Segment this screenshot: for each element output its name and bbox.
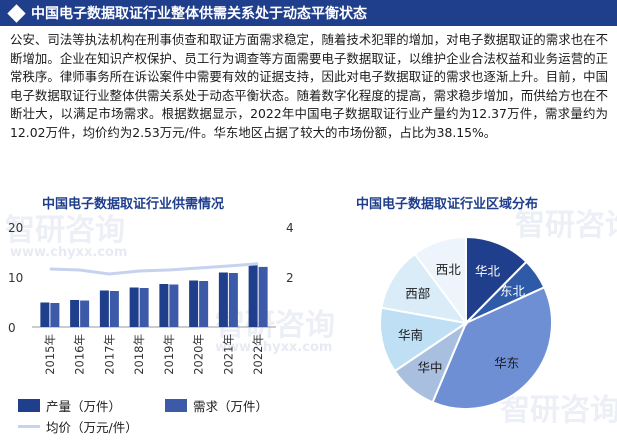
- pie-label: 华南: [398, 328, 423, 343]
- legend-swatch: [18, 399, 40, 412]
- bar-production: [189, 280, 199, 327]
- page-title: 中国电子数据取证行业整体供需关系处于动态平衡状态: [31, 6, 367, 22]
- pie-slice: [465, 235, 528, 326]
- x-axis-tick: 2018年: [132, 334, 146, 375]
- bar-production: [248, 265, 258, 327]
- bar-production: [218, 272, 228, 327]
- bar-demand: [258, 266, 268, 327]
- pie-slice: [431, 286, 553, 410]
- bar-demand: [109, 291, 119, 327]
- bar-chart-title: 中国电子数据取证行业供需情况: [42, 197, 225, 212]
- pie-label: 西部: [405, 286, 430, 301]
- legend-item-production: 产量（万件）: [18, 396, 121, 415]
- bar-production: [40, 302, 50, 327]
- bar-demand: [169, 284, 179, 327]
- legend-item-price: 均价（万元/件）: [18, 417, 138, 436]
- bar-production: [129, 287, 139, 327]
- left-axis-tick: 0: [8, 321, 16, 335]
- x-axis-tick: 2022年: [251, 334, 265, 375]
- bar-production: [70, 300, 80, 327]
- bar-demand: [80, 300, 90, 327]
- bar-production: [159, 284, 169, 327]
- pie-slice: [380, 252, 469, 325]
- pie-label: 华北: [475, 263, 501, 278]
- pie-slice: [379, 306, 469, 373]
- left-axis-tick: 20: [8, 221, 23, 235]
- legend-swatch: [18, 425, 40, 428]
- x-axis-tick: 2021年: [221, 334, 235, 375]
- page-header: 中国电子数据取证行业整体供需关系处于动态平衡状态: [0, 0, 617, 26]
- left-axis-tick: 10: [8, 271, 23, 285]
- pie-label: 西北: [436, 262, 462, 277]
- pie-slice: [413, 235, 467, 327]
- price-line: [49, 262, 259, 276]
- bar-production: [99, 290, 109, 327]
- pie-label: 华东: [494, 356, 519, 371]
- pie-label: 华中: [417, 360, 442, 375]
- bar-demand: [139, 288, 149, 327]
- legend-label: 需求（万件）: [193, 399, 269, 414]
- legend-label: 产量（万件）: [46, 399, 122, 414]
- bar-chart-legend: 产量（万件） 需求（万件） 均价（万元/件）: [18, 392, 318, 442]
- right-axis-tick: 2: [286, 271, 294, 285]
- bar-demand: [50, 303, 60, 327]
- right-axis-tick: 4: [286, 221, 294, 235]
- bar-demand: [199, 281, 209, 327]
- x-axis-tick: 2017年: [102, 334, 116, 375]
- x-axis-tick: 2019年: [162, 334, 176, 375]
- legend-label: 均价（万元/件）: [46, 420, 138, 435]
- x-axis-tick: 2015年: [43, 334, 57, 375]
- x-axis-tick: 2016年: [73, 334, 87, 375]
- pie-chart-title: 中国电子数据取证行业区域分布: [356, 197, 539, 212]
- pie-label: 东北: [500, 284, 526, 299]
- legend-swatch: [165, 399, 187, 412]
- x-axis-tick: 2020年: [192, 334, 206, 375]
- intro-paragraph: 公安、司法等执法机构在刑事侦查和取证方面需求稳定，随着技术犯罪的增加，对电子数据…: [10, 32, 608, 140]
- legend-item-demand: 需求（万件）: [165, 396, 268, 415]
- bar-demand: [228, 273, 238, 327]
